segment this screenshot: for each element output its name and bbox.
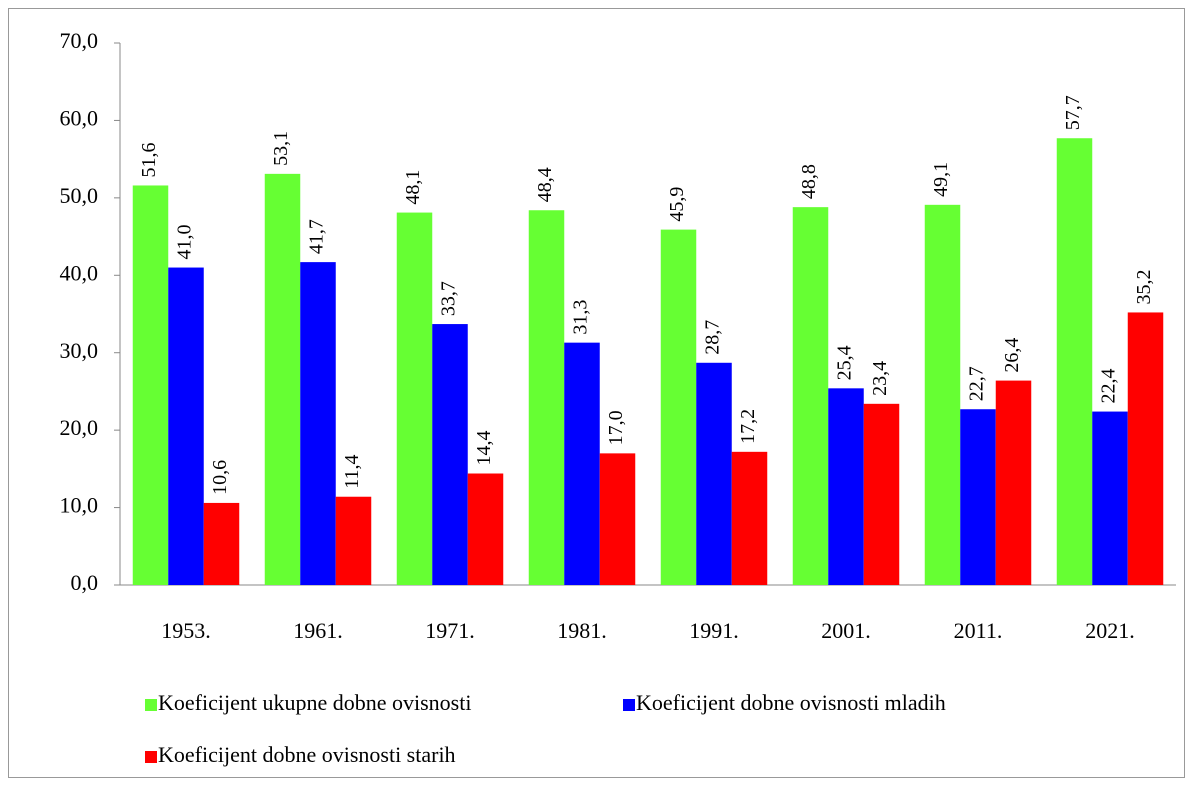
bar (863, 403, 900, 585)
bar (1127, 312, 1164, 585)
value-label: 49,1 (930, 162, 952, 197)
bar (132, 185, 169, 585)
bar (660, 229, 697, 586)
value-label: 28,7 (702, 320, 724, 355)
legend-swatch (145, 751, 157, 763)
value-label: 10,6 (209, 460, 231, 495)
y-tick-label: 40,0 (60, 260, 99, 285)
y-tick-label: 0,0 (71, 570, 99, 595)
legend-label: Koeficijent ukupne dobne ovisnosti (158, 690, 471, 715)
bar (264, 173, 301, 585)
value-label: 17,2 (737, 409, 759, 444)
value-label: 51,6 (138, 142, 160, 177)
bar (396, 212, 433, 585)
value-label: 11,4 (341, 454, 363, 488)
bar (432, 324, 468, 585)
bar (203, 502, 240, 585)
bar (696, 362, 732, 585)
bar (300, 262, 336, 585)
bar (924, 204, 961, 585)
x-tick-label: 2001. (821, 618, 871, 643)
x-tick-label: 2011. (954, 618, 1003, 643)
bar (168, 267, 204, 585)
legend-label: Koeficijent dobne ovisnosti starih (158, 742, 456, 767)
y-tick-label: 10,0 (60, 493, 99, 518)
y-tick-label: 50,0 (60, 183, 99, 208)
x-tick-label: 1953. (161, 618, 211, 643)
value-label: 22,7 (966, 366, 988, 401)
bar (960, 409, 996, 585)
value-label: 23,4 (869, 361, 891, 396)
legend-label: Koeficijent dobne ovisnosti mladih (636, 690, 946, 715)
value-label: 41,0 (174, 225, 196, 260)
bar (1092, 411, 1128, 585)
value-label: 45,9 (666, 187, 688, 222)
value-label: 17,0 (605, 410, 627, 445)
value-label: 53,1 (270, 131, 292, 166)
value-label: 26,4 (1001, 338, 1023, 373)
x-tick-label: 1991. (689, 618, 739, 643)
y-tick-label: 30,0 (60, 338, 99, 363)
value-label: 41,7 (306, 219, 328, 254)
legend-swatch (145, 699, 157, 711)
y-tick-label: 70,0 (60, 28, 99, 53)
legend-swatch (623, 699, 635, 711)
x-tick-label: 1981. (557, 618, 607, 643)
bar (528, 210, 565, 585)
y-tick-label: 20,0 (60, 415, 99, 440)
bar (792, 207, 829, 586)
value-label: 14,4 (473, 431, 495, 466)
bar (335, 496, 372, 585)
value-label: 25,4 (834, 345, 856, 380)
value-label: 48,4 (534, 167, 556, 202)
value-label: 31,3 (570, 300, 592, 335)
value-label: 48,8 (798, 164, 820, 199)
x-tick-label: 2021. (1085, 618, 1135, 643)
bar (995, 380, 1032, 585)
value-label: 33,7 (438, 281, 460, 316)
y-tick-label: 60,0 (60, 105, 99, 130)
value-label: 22,4 (1098, 369, 1120, 404)
x-tick-label: 1961. (293, 618, 343, 643)
bar (1056, 138, 1093, 586)
bar (828, 388, 864, 585)
value-label: 35,2 (1133, 269, 1155, 304)
x-tick-label: 1971. (425, 618, 475, 643)
value-label: 57,7 (1062, 95, 1084, 130)
bar (599, 453, 636, 585)
bar (564, 342, 600, 585)
bar (731, 451, 768, 585)
bar (467, 473, 504, 585)
value-label: 48,1 (402, 170, 424, 205)
